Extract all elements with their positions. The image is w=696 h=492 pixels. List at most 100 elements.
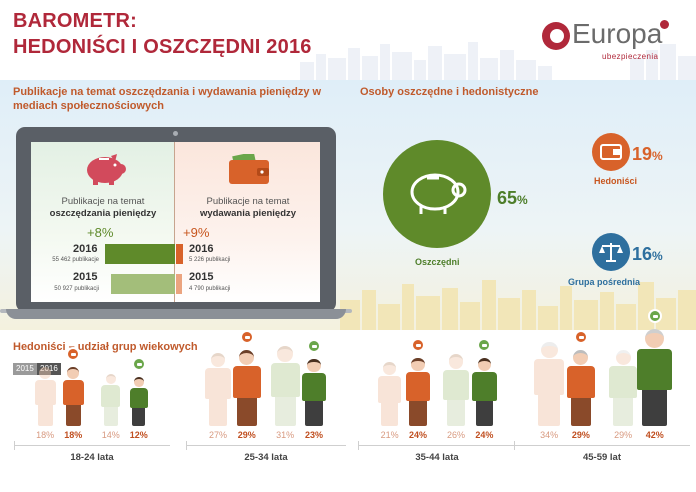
spending-label-line2: wydawania pieniędzy (199, 208, 297, 219)
hedonists-label: Hedoniści (594, 176, 638, 186)
person-2-male-2016-legs (475, 400, 494, 426)
legend-2015: 2015 (13, 363, 37, 375)
person-3-male-2015-body (609, 365, 637, 398)
person-1-female-2016-legs (236, 397, 257, 426)
spending-2015-year: 2015 (189, 271, 214, 283)
value-2-male-v2015: 26% (446, 430, 465, 440)
hedonists-percent: 19% (632, 144, 663, 164)
age-group-line-1 (186, 445, 346, 446)
person-1-male-2015-legs (274, 396, 296, 426)
saving-2015-count: 50 927 publikacji (54, 286, 99, 292)
person-2-female-2016-head (411, 357, 425, 372)
age-section-heading: Hedoniści – udział grup wiekowych (13, 341, 198, 353)
person-3-male-2016-legs (642, 389, 668, 426)
hedonists-circle (592, 133, 630, 171)
value-1-male-v2016: 23% (304, 430, 323, 440)
spending-2016-year: 2016 (189, 243, 214, 255)
savers-label: Oszczędni (415, 257, 460, 267)
logo-swirl-icon (542, 22, 570, 50)
person-0-female-2016-legs (65, 404, 81, 426)
person-1-female-2015-legs (208, 399, 228, 426)
scales-icon (599, 243, 623, 262)
age-group-line-0 (14, 445, 170, 446)
person-2-male-2016-body (472, 372, 497, 401)
laptop-camera-icon (173, 131, 178, 136)
city-skyline-decoration (340, 280, 696, 330)
hedonist-badge-icon (477, 337, 492, 352)
spending-2015-bar (176, 274, 182, 294)
value-0-male-v2015: 14% (101, 430, 120, 440)
hedonist-badge-icon (66, 347, 81, 362)
value-3-male-v2016: 42% (645, 430, 664, 440)
person-2-female-2016-legs (409, 400, 427, 426)
wallet-icon (600, 144, 622, 160)
person-3-male-2016-body (637, 349, 673, 390)
saving-label: Publikacje na temat oszczędzania pienięd… (35, 196, 171, 220)
person-0-male-2015-legs (103, 406, 118, 426)
person-0-female-2015-body (34, 379, 56, 405)
person-3-male-2015-head (615, 349, 631, 365)
person-0-male-2015-head (105, 373, 116, 384)
person-1-male-2016-head (307, 359, 321, 373)
person-3-female-2016-legs (570, 397, 591, 426)
page-title-line1: BAROMETR: (13, 10, 138, 32)
page-title-line2: HEDONIŚCI I OSZCZĘDNI 2016 (13, 36, 312, 58)
value-3-female-v2015: 34% (540, 430, 559, 440)
value-0-female-v2016: 18% (64, 430, 83, 440)
value-1-male-v2015: 31% (276, 430, 295, 440)
laptop-screen: Publikacje na temat oszczędzania pienięd… (31, 142, 320, 302)
wallet-icon (229, 154, 269, 184)
europa-logo: Europa ubezpieczenia (540, 18, 680, 68)
spending-2016-count: 5 226 publikacji (189, 257, 231, 263)
person-2-male-2015-legs (446, 399, 466, 426)
hedonist-badge-icon (647, 308, 662, 323)
value-2-female-v2015: 21% (380, 430, 399, 440)
logo-text: Europa (572, 18, 663, 49)
age-group-label-0: 18-24 lata (70, 452, 114, 463)
person-0-female-2016-head (67, 367, 80, 379)
person-1-female-2016-head (239, 349, 255, 365)
savers-percent: 65% (497, 188, 528, 208)
hedonist-badge-icon (411, 337, 426, 352)
value-0-male-v2016: 12% (129, 430, 148, 440)
logo-dot-icon (660, 20, 669, 29)
person-0-female-2015-legs (37, 404, 53, 426)
person-3-male-2016-head (645, 328, 665, 349)
saving-label-line1: Publikacje na temat (61, 196, 145, 207)
person-2-male-2015-head (448, 354, 464, 369)
middle-group-label: Grupa pośrednia (568, 277, 641, 287)
person-3-female-2015-legs (538, 394, 561, 426)
value-3-male-v2015: 29% (614, 430, 633, 440)
age-group-tick-0 (14, 441, 15, 450)
person-2-female-2015-head (383, 362, 396, 375)
person-2-female-2015-body (378, 375, 402, 403)
age-group-label-1: 25-34 lata (244, 452, 288, 463)
saving-2016-bar (105, 244, 175, 264)
person-0-male-2016-body (129, 387, 148, 409)
spending-2015-count: 4 790 publikacji (189, 286, 231, 292)
hedonist-badge-icon (307, 339, 321, 354)
person-1-male-2016-legs (305, 401, 323, 426)
laptop-base-lower (6, 309, 346, 319)
person-3-female-2016-body (567, 365, 595, 398)
value-0-female-v2015: 18% (36, 430, 55, 440)
age-group-tick-3 (514, 441, 515, 450)
hedonist-badge-icon (131, 356, 146, 371)
person-0-male-2015-body (101, 384, 121, 407)
person-0-female-2015-head (39, 367, 52, 379)
value-2-male-v2016: 24% (475, 430, 494, 440)
person-3-male-2015-legs (613, 397, 633, 426)
person-0-female-2016-body (62, 379, 84, 405)
spending-label-line1: Publikacje na temat (206, 196, 290, 207)
panel-divider (174, 142, 175, 302)
value-3-female-v2016: 29% (571, 430, 590, 440)
spending-2016-bar (176, 244, 183, 264)
person-3-female-2015-head (540, 341, 558, 359)
saving-label-line2: oszczędzania pieniędzy (49, 208, 157, 219)
person-2-male-2015-body (443, 369, 469, 400)
publications-heading: Publikacje na temat oszczędzania i wydaw… (13, 86, 322, 112)
saving-2016-year: 2016 (73, 243, 98, 255)
age-group-line-2 (358, 445, 516, 446)
logo-subtitle: ubezpieczenia (602, 52, 659, 61)
age-group-label-3: 45-59 lat (582, 452, 622, 463)
